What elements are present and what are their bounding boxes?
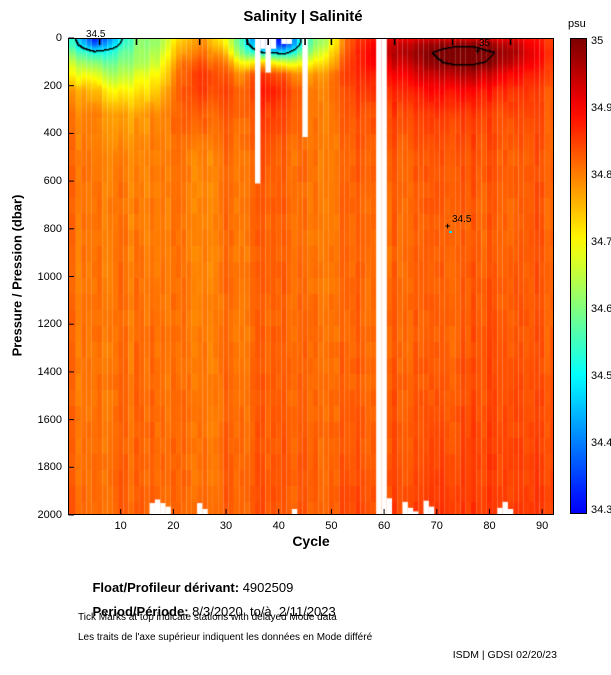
colorbar-tick-label: 34.7 xyxy=(591,236,611,249)
period-value: 8/3/2020 to/à 2/11/2023 xyxy=(188,604,336,619)
y-tick-label: 2000 xyxy=(37,509,62,521)
float-id-value: 4902509 xyxy=(239,580,294,595)
chart-title: Salinity | Salinité xyxy=(243,8,363,25)
y-tick-label: 1200 xyxy=(37,318,62,331)
y-tick-label: 600 xyxy=(43,175,62,188)
colorbar-unit-label: psu xyxy=(568,18,586,30)
x-tick-label: 50 xyxy=(325,520,338,532)
contour-label: 34.5 xyxy=(86,29,106,40)
y-tick-label: 0 xyxy=(55,32,62,44)
colorbar-tick-label: 34.8 xyxy=(591,169,611,182)
y-tick-label: 400 xyxy=(43,127,62,140)
y-tick-label: 1600 xyxy=(37,413,62,426)
period-line: Period/Période: 8/3/2020 to/à 2/11/2023 xyxy=(78,589,336,634)
contour-label-marker: + xyxy=(445,221,451,231)
salinity-heatmap xyxy=(68,38,554,515)
note-french: Les traits de l'axe supérieur indiquent … xyxy=(78,632,373,643)
colorbar-tick-label: 34.5 xyxy=(591,370,611,383)
note-english: Tick Marks at top indicate stations with… xyxy=(78,612,337,623)
x-tick-label: 20 xyxy=(167,520,180,532)
y-tick-label: 1800 xyxy=(37,461,62,474)
x-tick-label: 60 xyxy=(377,520,391,532)
float-id-line: Float/Profileur dérivant: 4902509 xyxy=(78,565,293,610)
credit-text: ISDM | GDSI 02/20/23 xyxy=(452,649,557,661)
colorbar-tick-label: 34.6 xyxy=(591,303,611,316)
y-tick-label: 1000 xyxy=(37,270,62,283)
x-tick-label: 80 xyxy=(483,520,496,532)
y-tick-label: 1400 xyxy=(37,365,62,378)
contour-label: 34.5 xyxy=(452,214,472,225)
period-label: Period/Période: xyxy=(92,604,189,619)
y-tick-label: 200 xyxy=(43,79,62,92)
x-tick-label: 30 xyxy=(219,520,233,532)
colorbar-tick-label: 34.3 xyxy=(591,503,611,516)
low-salinity-speck xyxy=(449,231,452,233)
contour-label-marker: + xyxy=(475,46,481,56)
colorbar-tick-label: 34.9 xyxy=(591,102,611,115)
colorbar xyxy=(570,38,587,514)
colorbar-tick-label: 34.4 xyxy=(591,437,611,450)
x-tick-label: 40 xyxy=(272,520,285,532)
x-tick-label: 90 xyxy=(536,520,549,532)
colorbar-tick-label: 35 xyxy=(591,35,604,48)
y-tick-label: 800 xyxy=(43,222,62,235)
x-tick-label: 70 xyxy=(430,520,443,532)
x-axis-label: Cycle xyxy=(292,533,330,549)
contour-label: 35 xyxy=(479,38,491,49)
x-tick-label: 10 xyxy=(114,520,127,532)
float-id-label: Float/Profileur dérivant: xyxy=(92,580,240,595)
